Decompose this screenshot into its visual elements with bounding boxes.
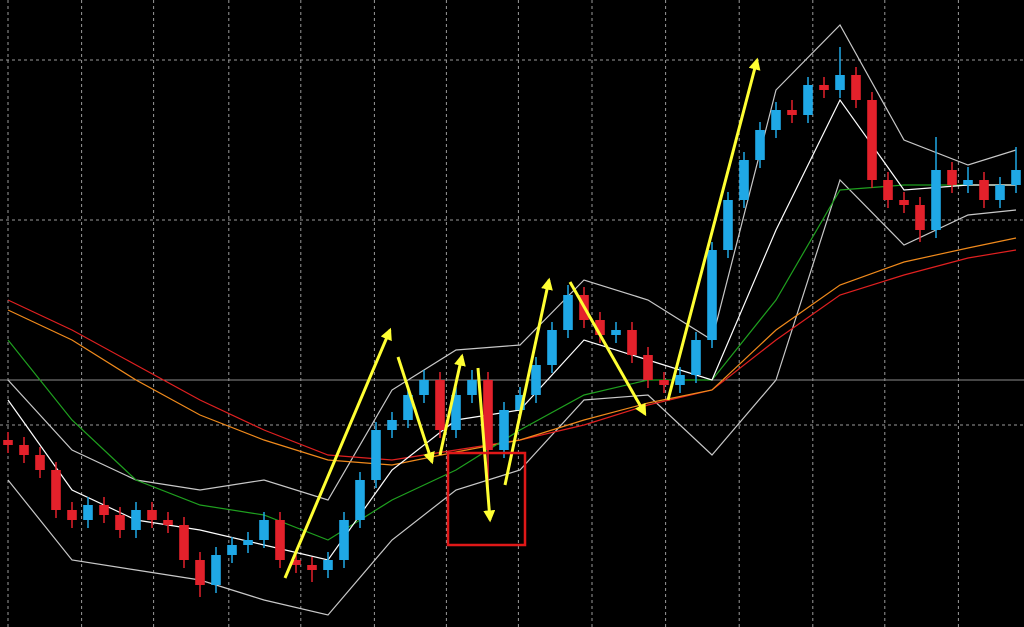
candle-body <box>163 520 173 525</box>
indicator-lines <box>7 24 1017 616</box>
candle-body <box>819 85 829 90</box>
indicator-line <box>7 237 1017 466</box>
candle-body <box>291 560 301 565</box>
candle-body <box>787 110 797 115</box>
candle-body <box>339 520 349 560</box>
candle-body <box>51 470 61 510</box>
candle-body <box>963 180 973 185</box>
candle-body <box>227 545 237 555</box>
candle-body <box>467 380 477 395</box>
candle-body <box>3 440 13 445</box>
candle-body <box>387 420 397 430</box>
candle-body <box>707 250 717 340</box>
candle-body <box>995 185 1005 200</box>
candle-body <box>883 180 893 200</box>
candle-body <box>275 520 285 560</box>
candle-body <box>1011 170 1021 185</box>
candle-body <box>67 510 77 520</box>
arrow <box>568 281 647 417</box>
candle-body <box>403 395 413 420</box>
candle-body <box>307 565 317 570</box>
arrow <box>283 327 392 579</box>
candle-body <box>531 365 541 395</box>
candle-body <box>947 170 957 185</box>
candle-body <box>723 200 733 250</box>
candle-body <box>899 200 909 205</box>
candle-body <box>691 340 701 375</box>
candle-body <box>451 395 461 430</box>
candle-body <box>19 445 29 455</box>
candle-body <box>755 130 765 160</box>
candle-body <box>35 455 45 470</box>
indicator-line <box>7 249 1017 461</box>
arrow <box>503 277 553 486</box>
arrow <box>666 57 761 401</box>
candle-body <box>499 410 509 450</box>
indicator-line <box>7 98 1016 561</box>
candle-body <box>195 560 205 585</box>
candle-body <box>803 85 813 115</box>
candle-body <box>835 75 845 90</box>
candle-body <box>979 180 989 200</box>
candle-body <box>515 395 525 410</box>
candle-body <box>179 525 189 560</box>
candle-body <box>371 430 381 480</box>
candle-body <box>355 480 365 520</box>
candle-body <box>627 330 637 355</box>
candle-body <box>771 110 781 130</box>
candle-body <box>99 505 109 515</box>
candle-body <box>115 515 125 530</box>
candle-body <box>259 520 269 540</box>
candle-body <box>611 330 621 335</box>
candle-body <box>147 510 157 520</box>
candle-body <box>595 320 605 335</box>
candle-body <box>547 330 557 365</box>
candle-body <box>323 560 333 570</box>
candle-body <box>419 380 429 395</box>
candle-body <box>483 380 493 450</box>
candle-body <box>867 100 877 180</box>
candle-body <box>211 555 221 585</box>
indicator-line <box>7 24 1017 501</box>
arrow <box>476 367 496 523</box>
annotations <box>283 57 761 579</box>
candle-body <box>131 510 141 530</box>
indicator-line <box>7 184 1016 541</box>
indicator-line <box>7 178 1017 616</box>
highlight-box <box>446 451 527 547</box>
candle-body <box>659 380 669 385</box>
candle-body <box>435 380 445 430</box>
candle-body <box>739 160 749 200</box>
candle-body <box>243 540 253 545</box>
candle-body <box>915 205 925 230</box>
candle-body <box>643 355 653 380</box>
arrow <box>438 353 466 456</box>
candle-body <box>931 170 941 230</box>
candle-body <box>851 75 861 100</box>
candle-body <box>563 295 573 330</box>
candle-body <box>675 375 685 385</box>
candles <box>3 47 1021 597</box>
arrow <box>396 356 435 465</box>
candle-body <box>83 505 93 520</box>
